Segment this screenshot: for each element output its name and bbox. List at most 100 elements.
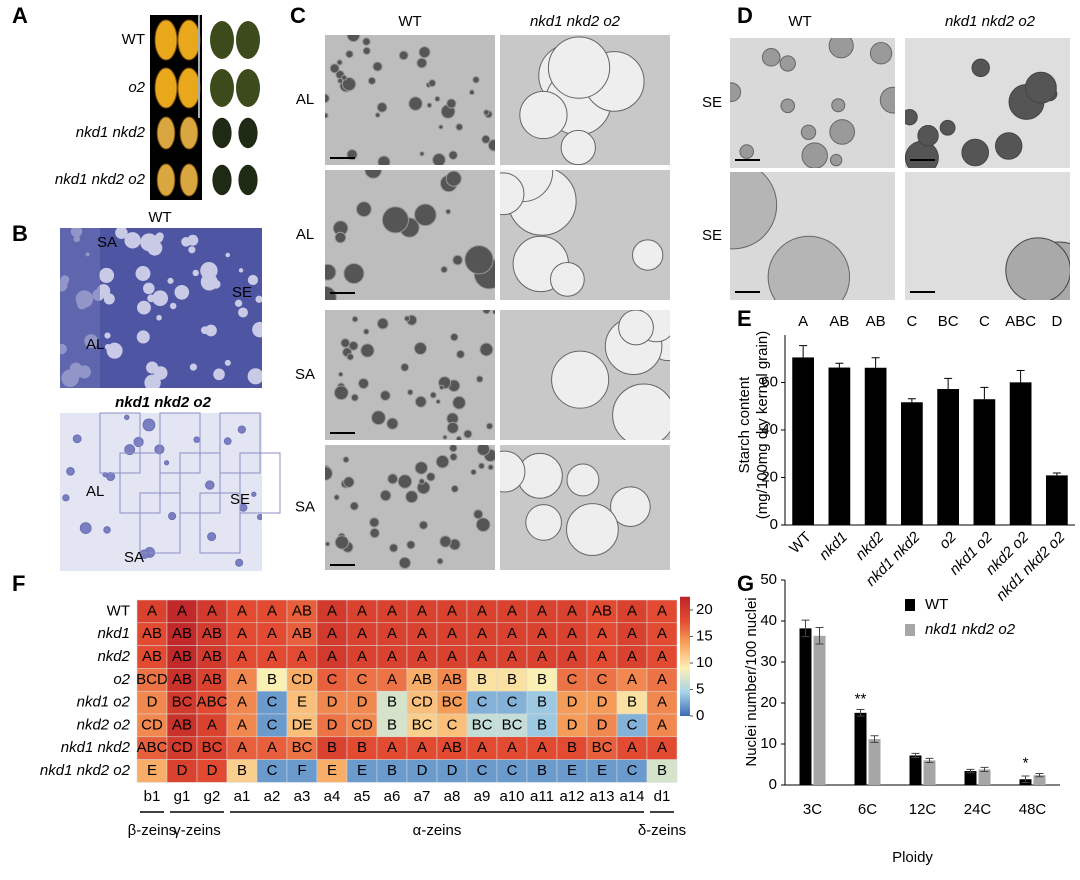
column-label: g1 <box>174 788 191 805</box>
micro-feature <box>207 532 217 542</box>
micro-feature <box>168 512 177 521</box>
micro-feature <box>256 513 262 521</box>
micro-feature <box>487 464 494 471</box>
panel-label: A <box>12 3 28 28</box>
cell-label: D <box>357 694 368 711</box>
micro-feature <box>487 139 495 152</box>
micro-feature <box>455 123 464 131</box>
cell-label: B <box>387 716 397 733</box>
aleurone <box>60 228 100 388</box>
cell-label: CD <box>141 716 163 733</box>
value-label: 70.55 <box>794 482 811 520</box>
cell-label: AB <box>202 625 222 642</box>
micro-feature <box>939 119 956 136</box>
micro-feature <box>446 421 459 434</box>
error-bar <box>870 735 879 743</box>
kernel <box>156 116 176 150</box>
cell-label: BC <box>202 739 223 756</box>
legend-swatch <box>905 624 915 636</box>
micro-feature <box>379 390 391 401</box>
bar <box>792 357 814 525</box>
micro-feature <box>435 399 441 405</box>
panel-title: nkd1 nkd2 o2 <box>115 394 212 411</box>
micro-feature <box>192 269 199 277</box>
bar <box>937 389 959 525</box>
cell-label: A <box>597 648 607 665</box>
micro-feature <box>479 342 494 357</box>
micro-feature <box>345 49 354 59</box>
cell-label: A <box>387 648 397 665</box>
micro-feature <box>364 170 383 179</box>
column-label: a9 <box>474 788 491 805</box>
micro-feature <box>124 444 136 456</box>
micrograph <box>500 35 670 165</box>
micro-feature <box>147 240 163 256</box>
bar <box>854 712 867 785</box>
x-tick-label: 24C <box>964 801 992 818</box>
micro-feature <box>343 262 365 284</box>
cell-label: AB <box>442 671 462 688</box>
cell-label: AB <box>442 739 462 756</box>
genotype-label: o2 <box>128 79 145 96</box>
micro-feature <box>475 375 484 383</box>
cell-label: AB <box>592 602 612 619</box>
kernel <box>179 116 199 150</box>
cell-label: A <box>477 739 487 756</box>
micro-feature <box>551 350 610 409</box>
panel-title: WT <box>148 209 171 226</box>
x-tick-label: o2 <box>936 528 960 552</box>
micro-feature <box>205 480 215 490</box>
cell-label: C <box>507 694 518 711</box>
cell-label: A <box>507 625 517 642</box>
cell-wall <box>139 492 181 554</box>
bar <box>868 739 881 785</box>
micro-feature <box>434 95 441 102</box>
micro-feature <box>369 527 380 539</box>
cell-label: D <box>597 694 608 711</box>
kernel <box>177 19 201 61</box>
micro-feature <box>475 517 491 532</box>
micro-feature <box>360 343 375 358</box>
micro-feature <box>525 504 562 541</box>
bar <box>864 367 887 525</box>
micrograph <box>500 310 670 440</box>
cell-label: A <box>627 602 637 619</box>
micro-feature <box>174 284 190 300</box>
micro-feature <box>414 203 437 227</box>
value-label: 20.89 <box>1048 482 1065 520</box>
error-bar <box>907 398 916 403</box>
micro-feature <box>1005 237 1070 300</box>
tissue-tag: SE <box>230 491 250 508</box>
genotype-label: nkd1 nkd2 o2 <box>55 171 146 188</box>
micro-feature <box>428 79 437 88</box>
cell-label: CD <box>291 671 313 688</box>
cell-label: BC <box>592 739 613 756</box>
column-label: a7 <box>414 788 431 805</box>
kernel <box>154 19 178 61</box>
micro-feature <box>341 76 357 92</box>
micro-feature <box>440 265 448 274</box>
colorbar-label: 5 <box>696 680 704 697</box>
micro-feature <box>450 484 459 493</box>
micro-feature <box>139 549 150 560</box>
micro-feature <box>235 558 244 567</box>
y-tick-label: 60 <box>761 373 778 390</box>
micro-feature <box>200 326 209 335</box>
micro-feature <box>238 307 248 318</box>
legend-label: WT <box>925 596 948 613</box>
cell-label: AB <box>142 648 162 665</box>
kernel-lit <box>212 117 232 149</box>
micro-feature <box>369 517 380 528</box>
micro-feature <box>429 391 437 399</box>
cell-label: A <box>237 602 247 619</box>
tissue-tag: AL <box>86 483 104 500</box>
cell-label: D <box>417 762 428 779</box>
cell-label: CD <box>351 716 373 733</box>
y-tick-label: 40 <box>761 421 778 438</box>
micro-feature <box>610 486 651 527</box>
value-label: 66.29 <box>830 482 847 520</box>
cell-label: AB <box>292 602 312 619</box>
group-letter: BC <box>938 313 959 330</box>
micro-feature <box>106 342 123 359</box>
micro-feature <box>251 491 257 497</box>
